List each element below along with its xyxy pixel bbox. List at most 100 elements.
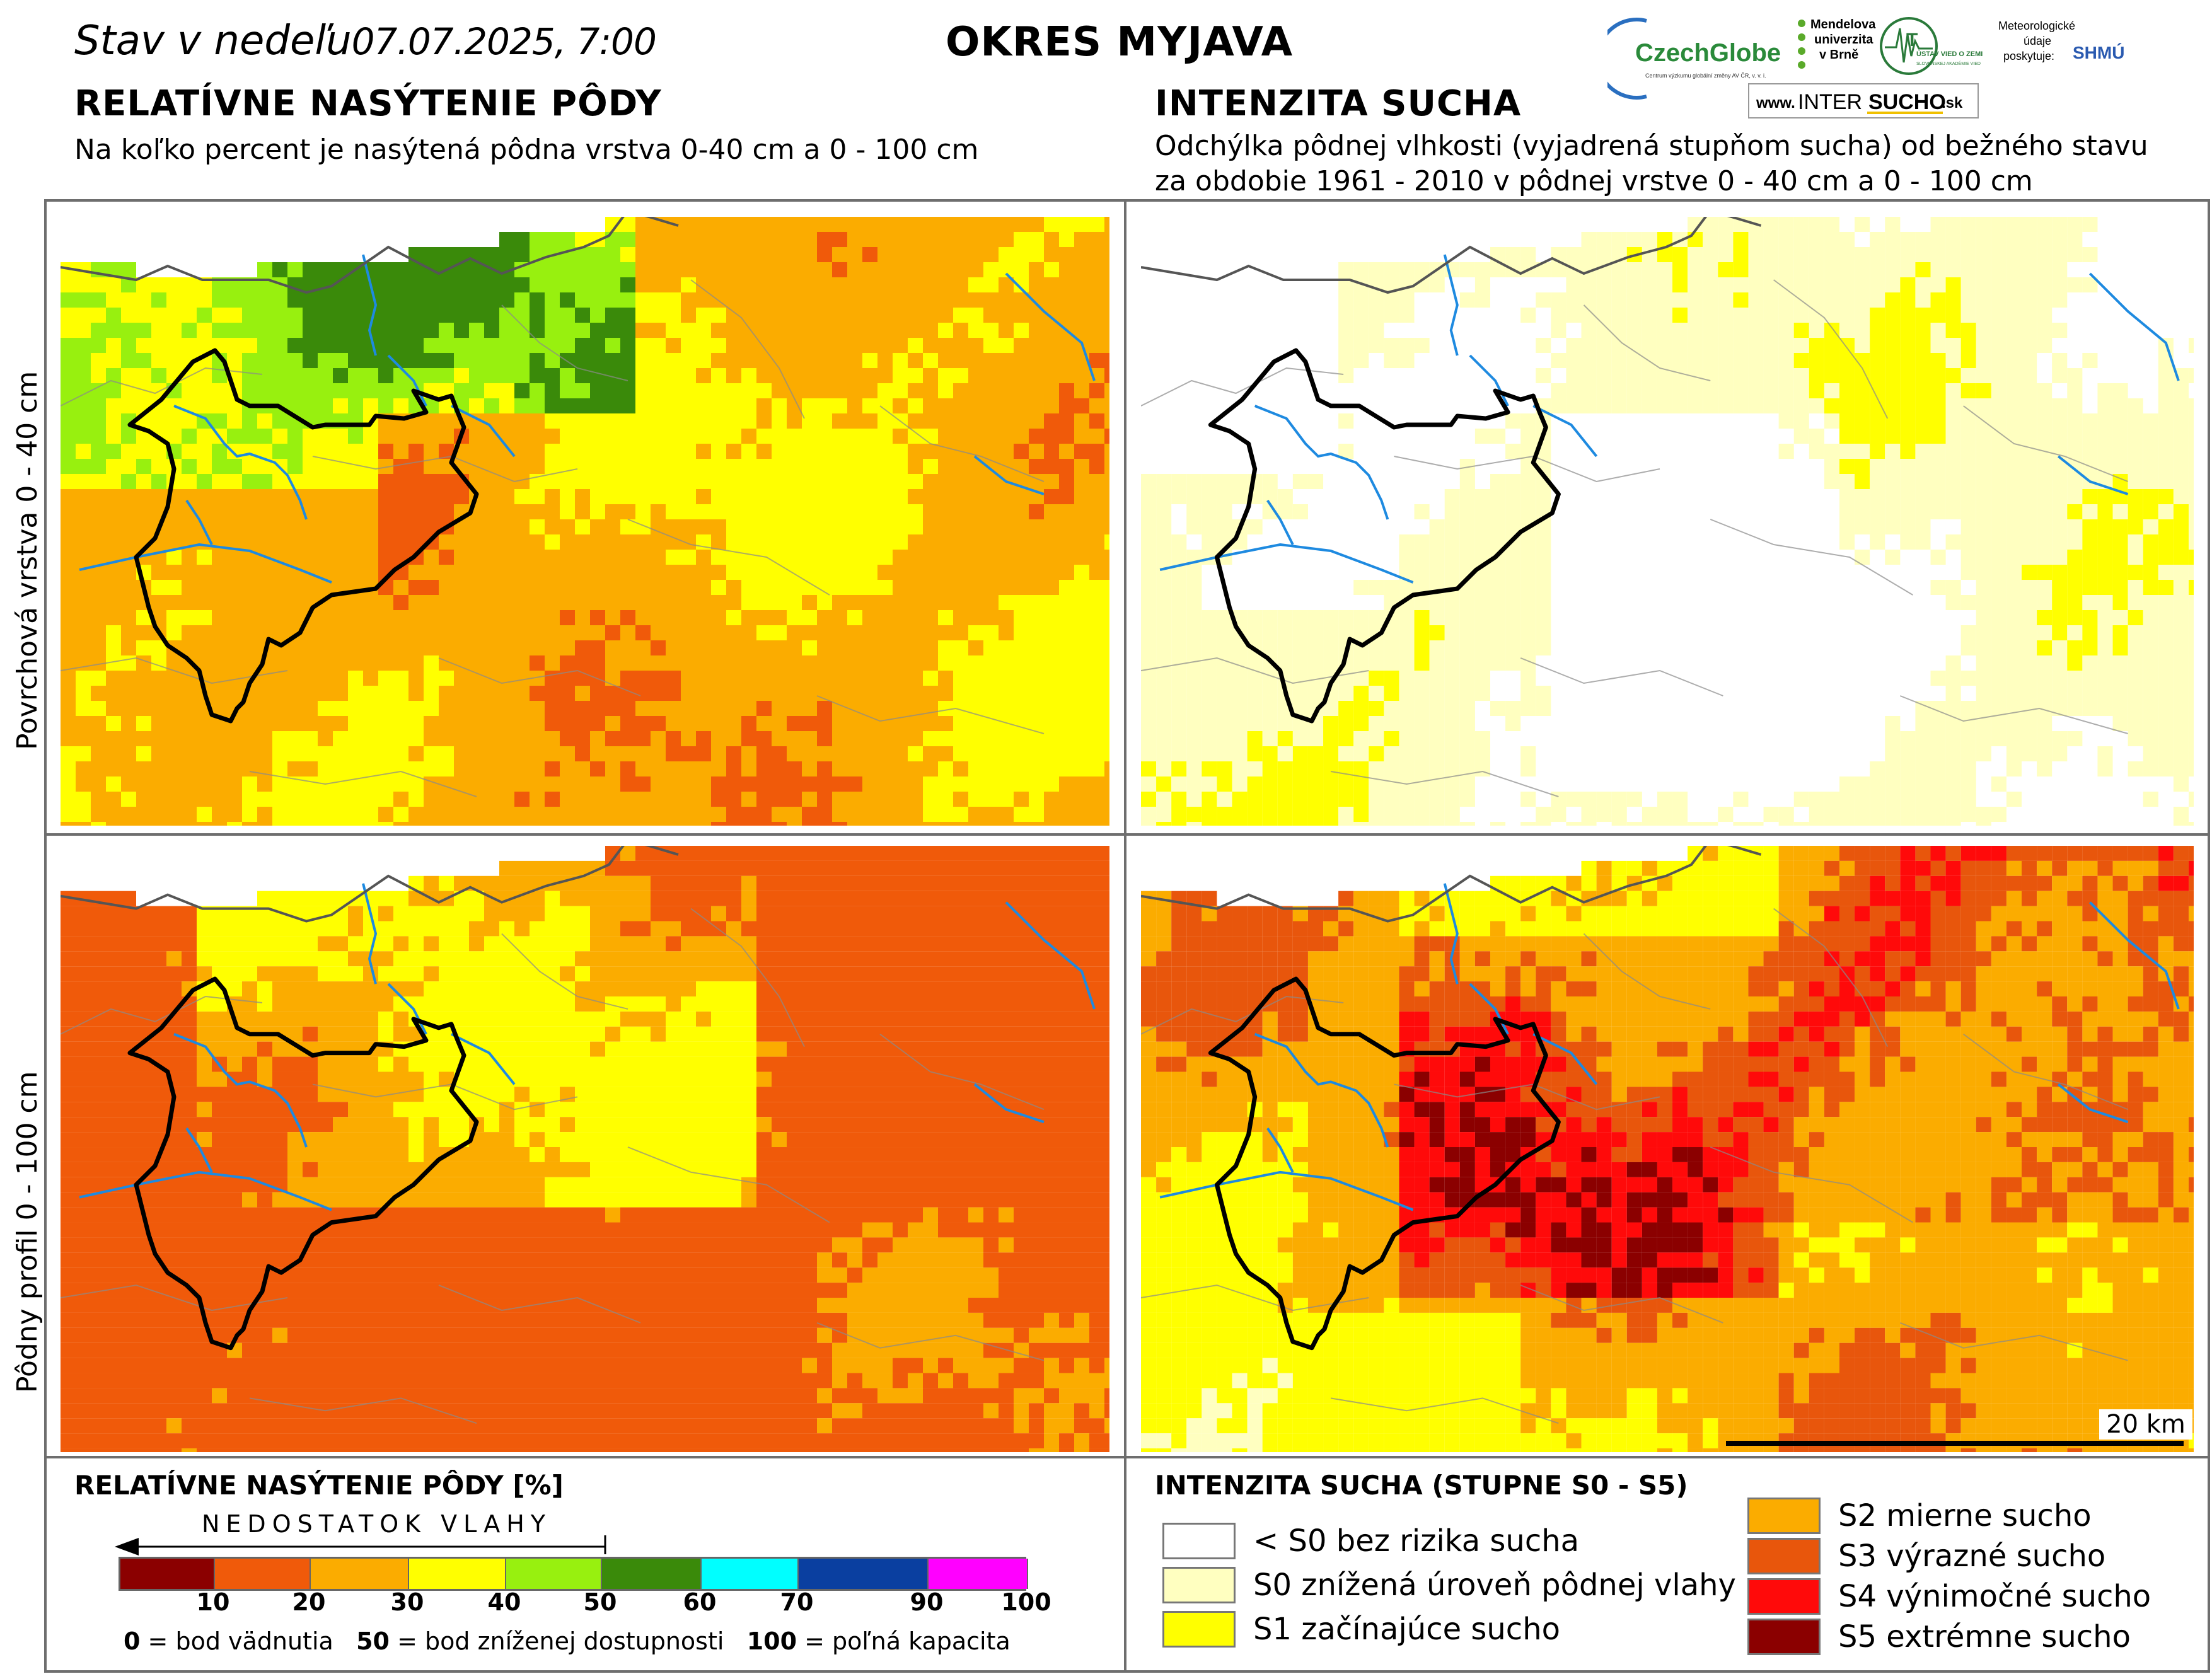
drought-legend-title: INTENZITA SUCHA (STUPNE S0 - S5) [1155,1470,1688,1501]
map-drought-topsoil [1141,217,2194,826]
colorbar-tick-label: 60 [683,1588,717,1616]
colorbar-swatch [506,1559,602,1589]
drought-legend-item: S4 výnimočné sucho [1747,1578,2151,1615]
svg-text:SUCHO: SUCHO [1868,90,1946,114]
drought-legend-label: < S0 bez rizika sucha [1253,1523,1580,1559]
roads-layer [61,908,1045,1424]
colorbar-swatch [311,1559,409,1589]
column-divider [1124,199,1126,1673]
drought-legend-swatch [1747,1538,1821,1574]
partner-logos: CzechGlobe Centrum výzkumu globální změn… [1595,9,2187,120]
date-prefix: Stav v nedeľu [74,18,352,64]
state-border [61,846,679,923]
district-boundary [1208,348,1561,724]
saturation-legend-notes: 0 = bod vädnutia 50 = bod zníženej dostu… [124,1627,1010,1655]
czechglobe-name: CzechGlobe [1635,39,1781,67]
saturation-colorbar [119,1557,1028,1591]
colorbar-swatch [929,1559,1028,1589]
shmu-logo: SHMÚ [2073,43,2124,62]
svg-text:.sk: .sk [1942,95,1963,112]
drought-legend-item: S3 výrazné sucho [1747,1538,2105,1574]
right-panel-subtitle-2: za obdobie 1961 - 2010 v pôdnej vrstve 0… [1155,165,2033,197]
colorbar-swatch [409,1559,506,1589]
state-border [1141,846,1762,923]
colorbar-tick-label: 30 [390,1588,424,1616]
drought-legend-label: S5 extrémne sucho [1838,1619,2131,1654]
rivers-layer [1159,883,2180,1211]
scale-bar [1726,1441,2184,1446]
drought-legend-item: < S0 bez rizika sucha [1162,1523,1579,1559]
raster-layer [1141,217,2194,826]
svg-text:údaje: údaje [2024,35,2051,47]
colorbar-tick-label: 20 [292,1588,326,1616]
report-date: Stav v nedeľu07.07.2025, 7:00 [74,18,657,64]
left-panel-subtitle: Na koľko percent je nasýtená pôdna vrstv… [74,134,979,166]
colorbar-swatch [799,1559,929,1589]
row-label-profile: Pôdny profil 0 - 100 cm [11,1071,43,1394]
czechglobe-subtitle: Centrum výzkumu globální změny AV ČR, v.… [1645,72,1766,79]
drought-legend-swatch [1162,1611,1236,1648]
drought-legend-swatch [1162,1567,1236,1603]
drought-legend-item: S5 extrémne sucho [1747,1619,2131,1655]
scale-bar-label: 20 km [2099,1409,2192,1440]
drought-legend-label: S0 znížená úroveň pôdnej vlahy [1253,1567,1736,1603]
drought-legend-label: S2 mierne sucho [1838,1498,2092,1533]
map-drought-profile [1141,846,2194,1452]
svg-text:univerzita: univerzita [1814,33,1873,47]
drought-legend-item: S1 začínajúce sucho [1162,1611,1560,1648]
svg-text:poskytuje:: poskytuje: [2003,50,2054,62]
svg-text:Meteorologické: Meteorologické [1998,20,2075,32]
saturation-legend-title: RELATÍVNE NASÝTENIE PÔDY [%] [74,1470,564,1501]
state-border [61,217,679,294]
drought-legend-swatch [1747,1619,1821,1655]
drought-legend-item: S2 mierne sucho [1747,1498,2092,1534]
moisture-deficit-arrow [115,1535,606,1556]
map-svg [61,846,1109,1452]
colorbar-tick-label: 50 [583,1588,617,1616]
svg-text:SLOVENSKEJ AKADÉMIE VIED: SLOVENSKEJ AKADÉMIE VIED [1916,61,1981,66]
district-title: OKRES MYJAVA [946,19,1294,66]
rivers-layer [1159,254,2180,584]
svg-text:INTER: INTER [1798,90,1862,114]
drought-legend-swatch [1162,1523,1236,1559]
rivers-layer [79,254,1096,584]
district-boundary [127,348,479,724]
row-label-topsoil: Povrchová vrstva 0 - 40 cm [11,371,43,750]
state-border [1141,217,1762,294]
row-divider-1 [44,833,2210,836]
district-boundary [127,976,479,1351]
colorbar-swatch [120,1559,215,1589]
svg-text:v Brně: v Brně [1819,48,1858,62]
moisture-deficit-label: NEDOSTATOK VLAHY [202,1510,552,1538]
svg-text:T: T [1906,30,1918,50]
raster-layer [61,217,1109,826]
raster-layer [1141,846,2194,1452]
svg-text:ÚSTAV VIED O ZEMI: ÚSTAV VIED O ZEMI [1916,50,1983,58]
colorbar-tick-label: 90 [910,1588,944,1616]
right-panel-title: INTENZITA SUCHA [1155,83,1522,124]
colorbar-swatch [215,1559,311,1589]
map-svg [1141,217,2194,826]
district-boundary [1208,976,1561,1351]
drought-legend-swatch [1747,1578,1821,1615]
intersucho-website: www. INTER SUCHO .sk [1748,83,1979,118]
date-value: 07.07.2025, 7:00 [351,20,657,63]
mendel-logo: Mendelova univerzita v Brně [1798,18,1876,69]
meteo-provider-logo: Meteorologické údaje poskytuje: SHMÚ [1998,20,2134,62]
map-svg [1141,846,2194,1452]
colorbar-swatch [602,1559,702,1589]
drought-legend-item: S0 znížená úroveň pôdnej vlahy [1162,1567,1736,1603]
roads-layer [1141,279,2128,797]
map-saturation-topsoil [61,217,1109,826]
left-panel-title: RELATÍVNE NASÝTENIE PÔDY [74,83,662,124]
drought-legend-swatch [1747,1498,1821,1534]
ustav-logo: T ÚSTAV VIED O ZEMI SLOVENSKEJ AKADÉMIE … [1880,17,1983,75]
drought-legend-label: S4 výnimočné sucho [1838,1579,2151,1614]
rivers-layer [79,883,1096,1211]
map-svg [61,217,1109,826]
map-saturation-profile [61,846,1109,1452]
czechglobe-logo: CzechGlobe Centrum výzkumu globální změn… [1595,18,1781,100]
right-panel-subtitle-1: Odchýlka pôdnej vlhkosti (vyjadrená stup… [1155,130,2148,162]
svg-text:Mendelova: Mendelova [1810,18,1876,32]
colorbar-tick-label: 10 [196,1588,230,1616]
